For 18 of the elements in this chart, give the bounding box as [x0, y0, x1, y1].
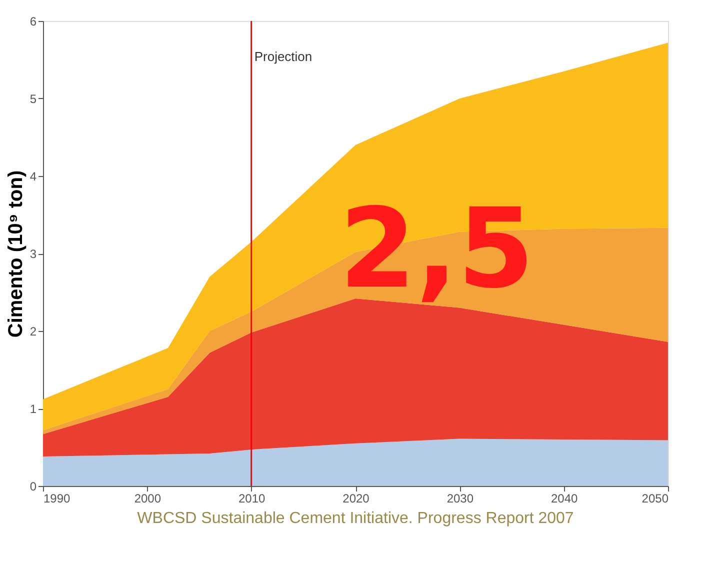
x-tick-label: 2030	[446, 492, 474, 506]
y-tick-label: 0	[30, 480, 37, 494]
x-tick-label: 1990	[44, 492, 71, 506]
annotation: 2,5	[339, 184, 534, 312]
x-tick-label: 2020	[342, 492, 370, 506]
ref-line-label: Projection	[254, 49, 312, 64]
y-tick-label: 5	[30, 92, 37, 106]
y-axis-title: Cimento (10⁹ ton)	[4, 170, 27, 338]
x-tick-label: 2000	[134, 492, 162, 506]
y-tick-label: 2	[30, 324, 37, 338]
x-tick-label: 2050	[642, 492, 669, 506]
text: WBCSD Sustainable Cement Initiative. Progress Report 2007	[137, 510, 574, 527]
y-tick-label: 3	[30, 247, 37, 261]
y-tick-label: 6	[30, 14, 37, 28]
y-tick-label: 4	[30, 170, 37, 184]
x-tick-label: 2010	[238, 492, 266, 506]
y-tick-label: 1	[30, 402, 37, 416]
x-tick-label: 2040	[550, 492, 578, 506]
